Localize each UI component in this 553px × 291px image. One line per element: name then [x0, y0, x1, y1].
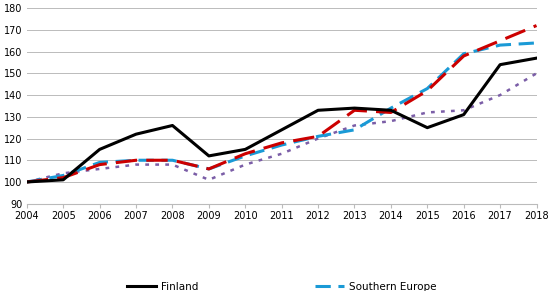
Legend: Finland, Nordic and Baltic countries, Southern Europe, Central Europe: Finland, Nordic and Baltic countries, So… [123, 277, 441, 291]
